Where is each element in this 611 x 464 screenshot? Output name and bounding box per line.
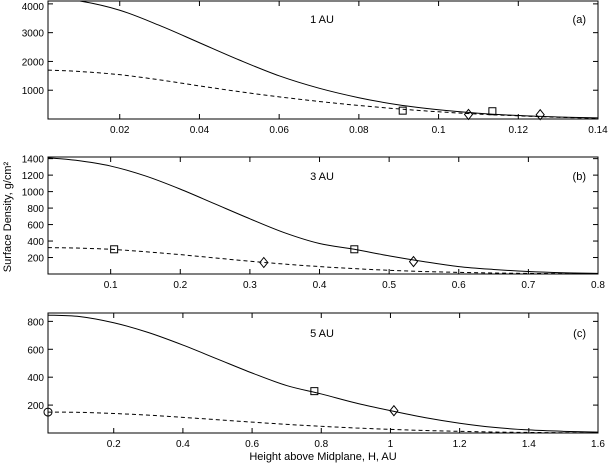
panel-a-marker-square — [398, 106, 407, 115]
panel-b-series-solid-line — [48, 157, 598, 274]
panel-b-ytick-label: 1400 — [22, 155, 45, 166]
panel-b-marker-diamond — [408, 255, 419, 268]
panel-a-xtick-label: 0.02 — [110, 125, 130, 136]
panel-b-tag: (b) — [573, 171, 586, 183]
panel-c-ticks: 0.2 0.4 0.6 0.8 1 1.2 1.4 1.6 200 400 600 800 — [27, 313, 605, 450]
panel-b: 0.1 0.2 0.3 0.4 0.5 0.6 0.7 0.8 200 400 600 800 1000… — [2, 155, 605, 291]
panel-a-frame — [47, 0, 599, 120]
panel-a-title: 1 AU — [310, 14, 334, 26]
panel-c-ytick-label: 600 — [27, 345, 44, 356]
panel-b-ytick-label: 600 — [27, 221, 44, 232]
panel-b-marker-square — [350, 245, 359, 254]
panel-b-ticks: 0.1 0.2 0.3 0.4 0.5 0.6 0.7 0.8 200 400 600 800 1000… — [22, 155, 606, 291]
y-axis-label: Surface Density, g/cm² — [2, 161, 14, 272]
panel-c-xtick-label: 1 — [388, 439, 394, 450]
panel-a-xtick-label: 0.1 — [432, 125, 446, 136]
panel-b-xtick-label: 0.7 — [521, 280, 535, 291]
panel-c-ytick-label: 800 — [27, 317, 44, 328]
panel-b-xtick-label: 0.6 — [452, 280, 466, 291]
panel-b-ytick-label: 1200 — [22, 171, 45, 182]
panel-c-series-solid-line — [48, 314, 598, 433]
panel-c-series-dashed-line — [48, 411, 598, 433]
panel-b-marker-square — [110, 245, 119, 254]
panel-c-xtick-label: 0.4 — [176, 439, 190, 450]
panel-a-ytick-label: 4000 — [22, 2, 45, 13]
panel-b-frame — [47, 156, 599, 275]
panel-c-xtick-label: 0.8 — [314, 439, 328, 450]
panel-c-tag: (c) — [573, 328, 586, 340]
panel-c-xtick-label: 1.2 — [453, 439, 467, 450]
panel-a-markers — [398, 106, 545, 121]
panel-a-ticks: 0.02 0.04 0.06 0.08 0.1 0.12 0.14 1000 2000 3000 4… — [22, 1, 608, 136]
panel-a-ytick-label: 3000 — [22, 29, 45, 40]
panel-c-frame — [47, 312, 599, 434]
panel-b-marker-diamond — [259, 256, 269, 269]
panel-a-marker-square — [488, 107, 497, 116]
panel-a-xtick-label: 0.06 — [269, 125, 289, 136]
panel-b-xtick-label: 0.2 — [173, 280, 187, 291]
panel-b-xtick-label: 0.5 — [382, 280, 396, 291]
panel-a-series-dashed-line — [48, 69, 598, 119]
panel-b-xtick-label: 0.4 — [313, 280, 327, 291]
panel-b-xtick-label: 0.8 — [591, 280, 605, 291]
panel-c-marker-diamond — [389, 404, 399, 417]
panel-a-series — [48, 1, 598, 119]
panel-a-xtick-label: 0.08 — [349, 125, 369, 136]
panel-a-xtick-label: 0.12 — [509, 125, 529, 136]
panel-a: 0.02 0.04 0.06 0.08 0.1 0.12 0.14 1000 2000 3000 4… — [22, 0, 608, 136]
panel-b-series — [48, 157, 598, 274]
panel-a-marker-diamond — [535, 108, 545, 121]
panel-b-markers — [110, 245, 419, 269]
panel-b-ytick-label: 1000 — [22, 188, 45, 199]
panel-b-series-dashed-line — [48, 247, 598, 274]
panel-c-xtick-label: 1.4 — [522, 439, 536, 450]
panel-c-xtick-label: 1.6 — [591, 439, 605, 450]
panel-b-xtick-label: 0.3 — [243, 280, 257, 291]
panel-a-xtick-label: 0.04 — [190, 125, 210, 136]
panel-b-title: 3 AU — [310, 171, 334, 183]
panel-a-xtick-label: 0.14 — [588, 125, 608, 136]
panel-c-ytick-label: 200 — [27, 401, 44, 412]
panel-c-title: 5 AU — [310, 328, 334, 340]
panel-a-marker-diamond — [463, 108, 474, 121]
panel-b-ytick-label: 400 — [27, 237, 44, 248]
panel-c-markers — [43, 387, 399, 417]
panel-a-tag: (a) — [573, 14, 586, 26]
panel-c-ytick-label: 400 — [27, 373, 44, 384]
panel-c-series — [48, 314, 598, 433]
panel-a-series-solid-line — [76, 1, 598, 119]
panel-c-xtick-label: 0.2 — [107, 439, 121, 450]
panel-c-marker-square — [310, 387, 319, 396]
panel-a-ytick-label: 2000 — [22, 57, 45, 68]
panel-b-ytick-label: 200 — [27, 254, 44, 265]
panel-b-ytick-label: 800 — [27, 204, 44, 215]
panel-c-xtick-label: 0.6 — [245, 439, 259, 450]
panel-a-ytick-label: 1000 — [22, 86, 45, 97]
panel-b-xtick-label: 0.1 — [104, 280, 118, 291]
x-axis-label: Height above Midplane, H, AU — [249, 451, 396, 463]
